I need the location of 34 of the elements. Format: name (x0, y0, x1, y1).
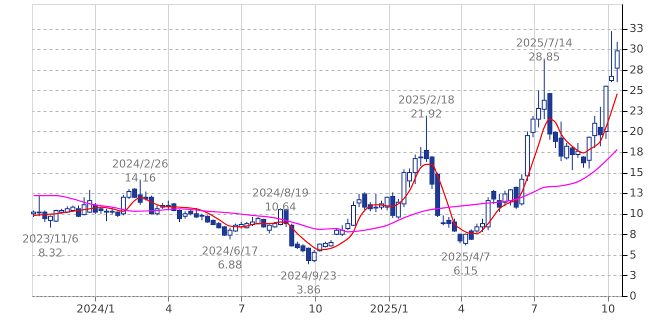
annotation: 2025/7/14 28.85 (516, 36, 572, 64)
x-tick-label: 10 (308, 302, 322, 316)
x-tick-label: 2025/1 (370, 302, 409, 316)
x-tick-label: 4 (458, 302, 465, 316)
y-tick-label: 10 (630, 207, 644, 220)
x-tick-label: 2024/1 (76, 302, 116, 316)
y-tick-label: 33 (630, 22, 644, 36)
annotation: 2024/6/17 6.88 (202, 244, 258, 272)
annotation: 2024/9/23 3.86 (280, 269, 337, 296)
candlestick (609, 30, 614, 83)
annotation: 2025/4/7 6.15 (440, 250, 490, 278)
y-tick-label: 30 (630, 42, 644, 56)
y-tick-label: 13 (630, 186, 644, 200)
annotation: 2024/8/19 10.64 (252, 186, 309, 214)
annotation: 2025/2/18 21.92 (398, 94, 455, 121)
y-tick-label: 8 (630, 228, 636, 241)
x-tick-label: 4 (165, 302, 172, 316)
y-tick-label: 0 (630, 290, 636, 302)
y-tick-label: 15 (630, 166, 644, 180)
y-tick-label: 25 (630, 84, 644, 97)
annotation: 2024/2/26 14.16 (112, 158, 168, 185)
y-tick-label: 23 (630, 104, 644, 118)
y-tick-label: 20 (630, 124, 644, 138)
y-tick-label: 18 (630, 146, 644, 159)
y-tick-label: 3 (630, 268, 636, 282)
line-series (33, 148, 618, 232)
x-tick-label: 7 (530, 302, 538, 316)
x-tick-label: 10 (601, 302, 616, 316)
annotation: 2023/11/6 8.32 (22, 232, 79, 260)
candlestick (491, 189, 496, 204)
y-tick-label: 28 (630, 63, 644, 76)
x-tick-label: 7 (238, 302, 246, 316)
y-tick-label: 5 (630, 248, 636, 262)
candlestick (614, 41, 620, 83)
